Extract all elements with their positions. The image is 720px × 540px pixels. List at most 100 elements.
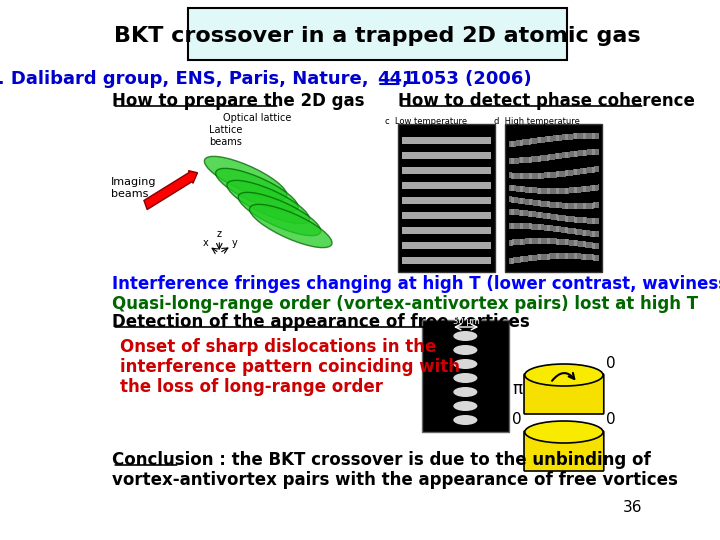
Bar xyxy=(588,133,589,139)
Bar xyxy=(565,188,567,194)
Bar xyxy=(597,185,598,191)
Bar xyxy=(515,158,516,164)
Bar xyxy=(591,231,593,237)
Bar xyxy=(538,238,540,244)
Bar xyxy=(553,136,554,141)
Bar xyxy=(589,133,590,139)
Bar xyxy=(564,215,565,221)
Bar xyxy=(513,197,515,203)
Bar xyxy=(536,156,537,162)
Bar xyxy=(561,134,562,140)
Bar xyxy=(545,213,546,219)
Bar xyxy=(539,212,541,218)
Bar xyxy=(567,239,569,245)
Bar xyxy=(521,256,522,262)
Bar xyxy=(521,140,523,146)
Bar xyxy=(538,200,540,206)
Bar xyxy=(509,185,510,191)
Bar xyxy=(572,253,573,259)
Bar xyxy=(595,133,596,139)
Bar xyxy=(588,218,589,224)
Bar xyxy=(531,224,532,230)
Bar xyxy=(536,254,537,261)
Bar xyxy=(561,253,562,259)
Bar xyxy=(546,238,548,244)
Bar xyxy=(593,242,595,248)
Bar xyxy=(528,173,530,179)
Bar xyxy=(529,211,531,217)
Bar xyxy=(541,137,543,143)
Bar xyxy=(557,214,559,220)
Bar xyxy=(535,255,536,261)
Bar xyxy=(597,218,598,224)
Bar xyxy=(545,225,546,231)
Bar xyxy=(584,254,586,260)
Bar xyxy=(523,256,525,262)
Bar xyxy=(541,188,543,194)
Bar xyxy=(402,137,491,144)
Bar xyxy=(519,210,521,215)
Bar xyxy=(402,212,491,219)
Bar xyxy=(547,238,549,244)
Bar xyxy=(518,158,519,164)
Bar xyxy=(547,213,549,219)
Bar xyxy=(543,213,544,219)
Bar xyxy=(541,224,543,231)
Bar xyxy=(531,238,532,244)
Bar xyxy=(582,168,583,174)
Bar xyxy=(513,258,515,264)
Bar xyxy=(518,210,519,215)
Bar xyxy=(535,173,536,179)
Ellipse shape xyxy=(525,364,603,386)
Bar xyxy=(569,170,570,176)
Bar xyxy=(557,202,559,208)
Bar xyxy=(511,172,513,179)
Bar xyxy=(582,217,583,223)
Bar xyxy=(554,214,555,220)
Bar xyxy=(587,242,588,248)
Bar xyxy=(521,210,522,215)
Bar xyxy=(598,148,599,154)
Bar xyxy=(521,140,522,146)
Text: d  High temperature: d High temperature xyxy=(494,117,580,125)
Bar xyxy=(564,253,565,259)
Bar xyxy=(584,168,586,174)
Bar xyxy=(529,199,531,205)
Bar xyxy=(565,202,567,209)
Bar xyxy=(537,138,539,144)
Bar xyxy=(581,168,582,174)
Bar xyxy=(541,155,543,161)
Bar xyxy=(541,224,542,230)
Bar xyxy=(567,216,569,222)
Bar xyxy=(593,202,595,208)
Bar xyxy=(583,186,585,192)
Bar xyxy=(593,254,595,260)
Bar xyxy=(518,223,519,229)
Bar xyxy=(590,133,591,139)
Bar xyxy=(549,136,550,142)
Bar xyxy=(537,200,539,206)
Bar xyxy=(525,157,526,163)
Bar xyxy=(546,136,548,142)
Bar xyxy=(541,238,543,244)
Bar xyxy=(585,230,587,236)
Bar xyxy=(554,135,555,141)
Bar xyxy=(595,185,597,191)
Bar xyxy=(523,256,524,262)
Text: Quasi-long-range order (vortex-antivortex pairs) lost at high T: Quasi-long-range order (vortex-antivorte… xyxy=(112,295,698,313)
Bar xyxy=(595,218,597,224)
Bar xyxy=(567,187,569,193)
Bar xyxy=(510,185,512,191)
Bar xyxy=(584,203,586,209)
Bar xyxy=(551,172,552,178)
Bar xyxy=(533,255,534,261)
Text: 0: 0 xyxy=(513,413,522,428)
Text: c  Low temperature: c Low temperature xyxy=(385,117,467,125)
Bar xyxy=(582,241,583,247)
Bar xyxy=(575,133,577,139)
Bar xyxy=(511,223,513,229)
Bar xyxy=(537,212,539,218)
Bar xyxy=(591,254,593,260)
Bar xyxy=(589,149,590,155)
Bar xyxy=(528,187,530,193)
